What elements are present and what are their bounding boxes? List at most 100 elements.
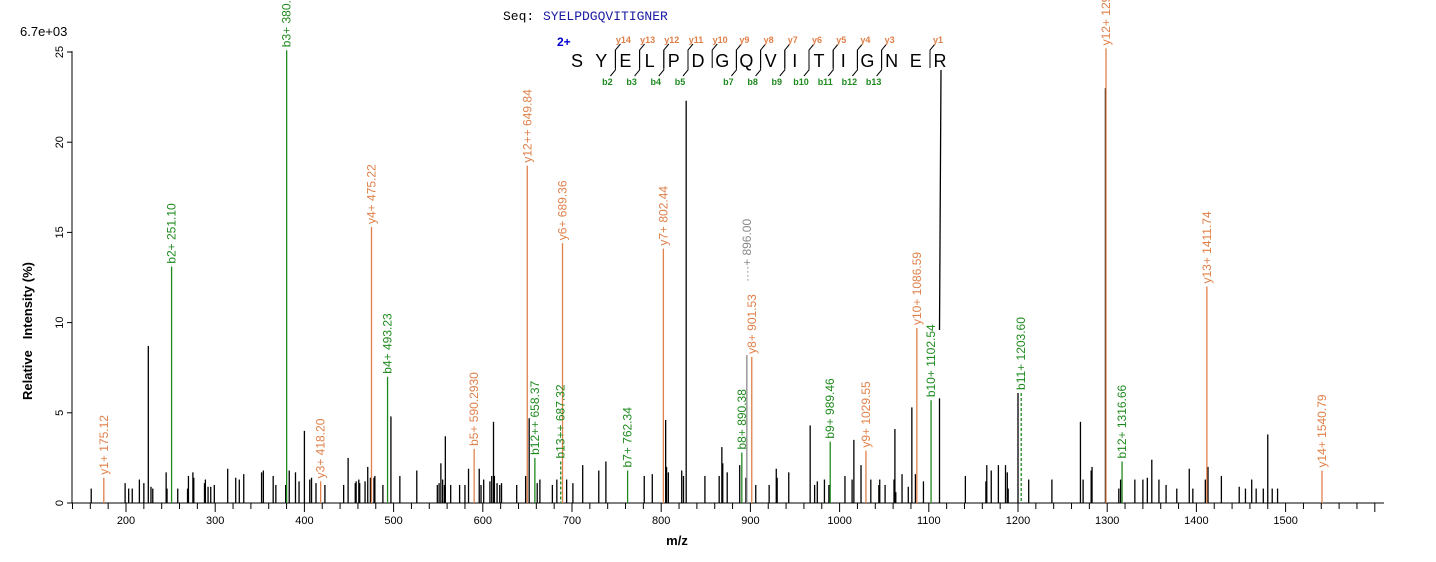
peak-label: y9+ 1029.55 bbox=[859, 381, 873, 448]
y-ion-label: y11 bbox=[689, 35, 704, 45]
b-cleavage-marker bbox=[634, 50, 641, 77]
y-ion-label: y10 bbox=[713, 35, 728, 45]
x-tick-label: 1100 bbox=[917, 515, 941, 527]
b-cleavage-marker bbox=[682, 50, 689, 77]
y-tick-label: 15 bbox=[54, 226, 66, 238]
residue: L bbox=[645, 51, 655, 71]
peak-label: y12++ 649.84 bbox=[520, 89, 534, 163]
peak-label: ····+ 896.00 bbox=[740, 219, 754, 282]
peak-label: b5+ 590.2930 bbox=[467, 372, 481, 446]
peak-label: y7+ 802.44 bbox=[656, 186, 670, 246]
x-tick-label: 900 bbox=[741, 515, 759, 527]
peak-label: y14+ 1540.79 bbox=[1315, 394, 1329, 467]
b-ion-label: b5 bbox=[675, 77, 686, 87]
b-ion-label: b2 bbox=[602, 77, 613, 87]
y-tick-label: 0 bbox=[54, 500, 66, 506]
x-tick-label: 800 bbox=[652, 515, 670, 527]
residue: T bbox=[814, 51, 825, 71]
b-ion-label: b7 bbox=[723, 77, 734, 87]
y-cleavage-marker bbox=[929, 43, 936, 68]
residue: Y bbox=[595, 51, 607, 71]
residue: P bbox=[668, 51, 680, 71]
y-ion-label: y3 bbox=[885, 35, 895, 45]
x-tick-label: 500 bbox=[384, 515, 402, 527]
x-tick-label: 1500 bbox=[1273, 515, 1297, 527]
residue: I bbox=[841, 51, 846, 71]
b-ion-label: b8 bbox=[747, 77, 758, 87]
y-ion-label: y1 bbox=[933, 35, 943, 45]
residue: E bbox=[910, 51, 922, 71]
y-ion-label: y13 bbox=[640, 35, 655, 45]
peak-label: y12+ 1298.67 bbox=[1099, 0, 1113, 45]
y1-connector-line bbox=[938, 69, 942, 331]
x-tick-label: 200 bbox=[117, 515, 135, 527]
y-tick-label: 20 bbox=[54, 136, 66, 148]
y-axis-label: Relative Intensity (%) bbox=[20, 262, 35, 400]
b-cleavage-marker bbox=[803, 50, 810, 77]
peak-label: y4+ 475.22 bbox=[364, 164, 378, 224]
charge-label: 2+ bbox=[557, 35, 571, 49]
y-tick-label: 5 bbox=[54, 410, 66, 416]
y-ion-label: y9 bbox=[739, 35, 749, 45]
b-cleavage-marker bbox=[876, 50, 883, 77]
y-cleavage-marker bbox=[711, 43, 718, 68]
y-tick-label: 10 bbox=[54, 316, 66, 328]
annotated-peaks: y3+ 418.20 y1+ 175.12 b7+ 762.34 y14+ 1540.… bbox=[97, 0, 1329, 503]
y-ion-label: y14 bbox=[616, 35, 631, 45]
b-cleavage-marker bbox=[852, 50, 858, 77]
peak-label: y3+ 418.20 bbox=[314, 418, 328, 478]
x-tick-label: 700 bbox=[563, 515, 581, 527]
peak-label: y8+ 901.53 bbox=[745, 294, 759, 354]
scale-label: 6.7e+03 bbox=[20, 24, 67, 39]
b-ion-label: b13 bbox=[866, 77, 882, 87]
x-tick-label: 400 bbox=[295, 515, 313, 527]
peak-label: b12+ 1316.66 bbox=[1115, 384, 1129, 458]
x-tick-label: 1300 bbox=[1095, 515, 1119, 527]
b-cleavage-marker bbox=[779, 50, 786, 77]
peak-label: b9+ 989.46 bbox=[823, 378, 837, 439]
peak-label: y6+ 689.36 bbox=[556, 180, 570, 240]
axes: 0 5 10 15 20 25 200 300 400 500 600 700 800 900 1000 11… bbox=[54, 46, 1384, 527]
x-tick-label: 1400 bbox=[1184, 515, 1208, 527]
b-cleavage-marker bbox=[827, 50, 834, 77]
y-ion-label: y7 bbox=[788, 35, 798, 45]
peak-label: y10+ 1086.59 bbox=[910, 252, 924, 325]
peak-label: b11+ 1203.60 bbox=[1014, 317, 1028, 390]
y-ion-label: y6 bbox=[812, 35, 822, 45]
b-cleavage-marker bbox=[658, 50, 665, 77]
x-tick-label: 300 bbox=[206, 515, 224, 527]
b-cleavage-marker bbox=[610, 50, 616, 77]
residue: G bbox=[715, 51, 729, 71]
seq-label: Seq: bbox=[503, 9, 534, 24]
peaks bbox=[90, 88, 1279, 503]
peak-label: b3+ 380.1 bbox=[280, 0, 294, 47]
b-ion-label: b12 bbox=[842, 77, 858, 87]
x-tick-label: 1200 bbox=[1006, 515, 1030, 527]
peak-label: b10+ 1102.54 bbox=[924, 324, 938, 397]
x-tick-label: 600 bbox=[474, 515, 492, 527]
y-tick-label: 25 bbox=[54, 46, 66, 58]
b-cleavage-marker bbox=[755, 50, 762, 77]
residue: E bbox=[619, 51, 631, 71]
x-axis-label: m/z bbox=[666, 533, 688, 548]
b-ion-label: b11 bbox=[818, 77, 833, 87]
peak-label: y13+ 1411.74 bbox=[1200, 211, 1214, 284]
b-ion-label: b9 bbox=[772, 77, 783, 87]
residue: D bbox=[692, 51, 705, 71]
residue: R bbox=[934, 51, 947, 71]
peak-label: b13++ 687.32 bbox=[554, 384, 568, 458]
residue: Q bbox=[739, 51, 753, 71]
peak-label: b4+ 493.23 bbox=[381, 313, 395, 374]
y-cleavage-marker bbox=[832, 43, 839, 68]
peak-label: y1+ 175.12 bbox=[97, 415, 111, 475]
b-cleavage-marker bbox=[731, 50, 737, 77]
seq-value: SYELPDGQVITIGNER bbox=[543, 9, 668, 24]
y-ion-label: y12 bbox=[664, 35, 679, 45]
residue: N bbox=[885, 51, 898, 71]
y-cleavage-marker bbox=[784, 43, 791, 68]
residue: G bbox=[860, 51, 874, 71]
b-ion-label: b4 bbox=[651, 77, 662, 87]
residue: I bbox=[792, 51, 797, 71]
